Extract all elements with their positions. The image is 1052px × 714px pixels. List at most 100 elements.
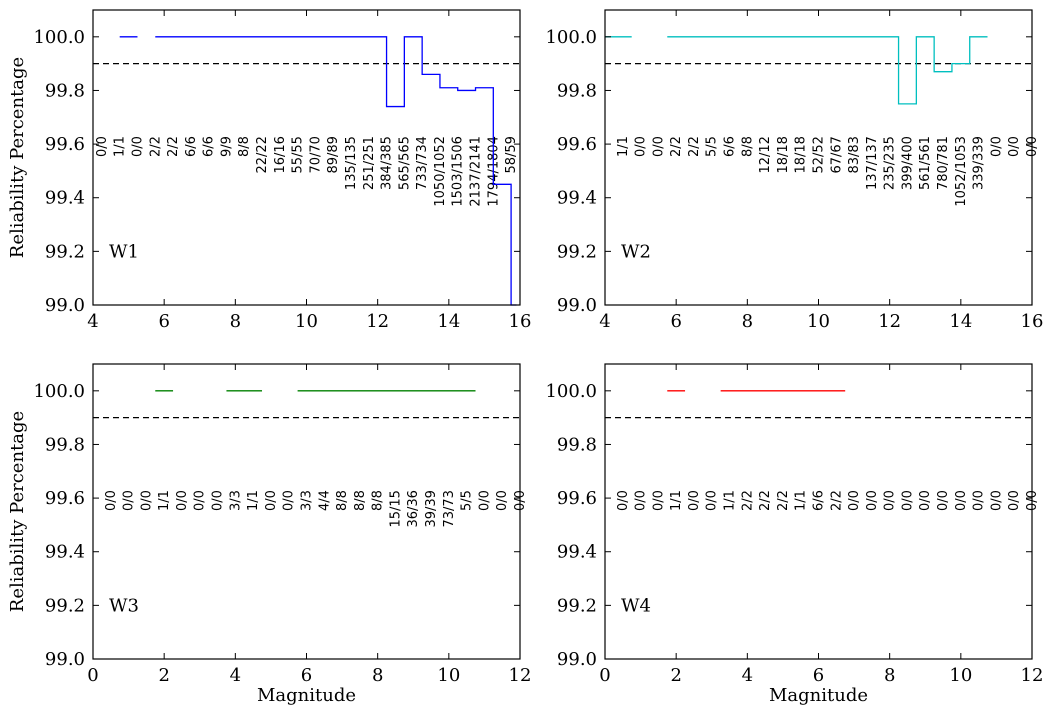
- y-tick-label: 99.0: [557, 649, 597, 670]
- x-tick-label: 14: [437, 311, 460, 332]
- y-tick-label: 99.8: [45, 80, 85, 101]
- count-label: 36/36: [406, 490, 421, 527]
- count-label: 0/0: [634, 136, 649, 157]
- count-label: 18/18: [794, 136, 809, 173]
- y-tick-label: 100.0: [33, 381, 85, 402]
- x-axis-label: Magnitude: [257, 685, 356, 706]
- count-label: 6/6: [184, 136, 199, 157]
- y-tick-label: 99.2: [45, 595, 85, 616]
- count-label: 6/6: [812, 490, 827, 511]
- count-label: 2/2: [166, 136, 181, 157]
- x-tick-label: 12: [878, 311, 901, 332]
- count-label: 384/385: [380, 136, 395, 190]
- count-label: 1/1: [794, 490, 809, 511]
- panel-w2: 1/1 0/0 0/0 2/2 2/2 5/5 6/6 8/8 12/12 18/18 18/18 5…: [545, 9, 1044, 332]
- count-label: 251/251: [362, 136, 377, 190]
- count-label: 0/0: [95, 136, 110, 157]
- y-tick-label: 99.0: [45, 649, 85, 670]
- count-label: 0/0: [104, 490, 119, 511]
- count-label: 0/0: [616, 490, 631, 511]
- x-tick-label: 10: [949, 665, 972, 686]
- count-label: 8/8: [335, 490, 350, 511]
- series-line: [155, 36, 517, 306]
- x-axis-label: Magnitude: [769, 685, 868, 706]
- count-label: 15/15: [388, 490, 403, 527]
- count-label: 2/2: [669, 136, 684, 157]
- count-label: 0/0: [264, 490, 279, 511]
- count-label: 0/0: [282, 490, 297, 511]
- y-tick-label: 99.4: [557, 542, 597, 563]
- x-tick-label: 4: [742, 665, 753, 686]
- x-tick-label: 8: [884, 665, 895, 686]
- count-label: 58/59: [504, 136, 519, 173]
- count-label: 733/734: [415, 136, 430, 190]
- y-tick-label: 99.4: [45, 542, 85, 563]
- count-label: 0/0: [175, 490, 190, 511]
- plot-area: [93, 364, 520, 659]
- count-label: 0/0: [495, 490, 510, 511]
- y-tick-label: 99.6: [557, 134, 597, 155]
- count-label: 2/2: [148, 136, 163, 157]
- y-tick-label: 100.0: [545, 27, 597, 48]
- y-tick-label: 99.0: [557, 295, 597, 316]
- y-tick-label: 99.8: [557, 434, 597, 455]
- count-label: 0/0: [936, 490, 951, 511]
- count-label: 2/2: [758, 490, 773, 511]
- panel-label: W1: [109, 241, 139, 262]
- count-label: 3/3: [228, 490, 243, 511]
- count-label: 0/0: [687, 490, 702, 511]
- count-label: 0/0: [989, 136, 1004, 157]
- x-tick-label: 0: [87, 665, 98, 686]
- count-label: 339/339: [972, 136, 987, 190]
- y-tick-label: 100.0: [33, 27, 85, 48]
- count-label: 0/0: [122, 490, 137, 511]
- count-label: 0/0: [651, 490, 666, 511]
- count-label: 0/0: [139, 490, 154, 511]
- x-tick-label: 8: [742, 311, 753, 332]
- count-label: 0/0: [193, 490, 208, 511]
- y-tick-label: 99.4: [45, 188, 85, 209]
- count-label: 1/1: [246, 490, 261, 511]
- x-tick-label: 4: [599, 311, 610, 332]
- y-tick-label: 99.2: [557, 241, 597, 262]
- count-label: 8/8: [237, 136, 252, 157]
- count-label: 4/4: [317, 490, 332, 511]
- count-label: 0/0: [883, 490, 898, 511]
- count-label: 0/0: [918, 490, 933, 511]
- count-label: 1/1: [723, 490, 738, 511]
- count-label: 5/5: [705, 136, 720, 157]
- y-tick-label: 99.6: [557, 488, 597, 509]
- x-tick-label: 16: [1021, 311, 1044, 332]
- count-label: 1/1: [157, 490, 172, 511]
- count-label: 561/561: [918, 136, 933, 190]
- x-tick-label: 6: [670, 311, 681, 332]
- x-tick-label: 8: [372, 665, 383, 686]
- count-label: 235/235: [883, 136, 898, 190]
- count-label: 1/1: [113, 136, 128, 157]
- y-tick-label: 99.8: [557, 80, 597, 101]
- count-label: 73/73: [442, 490, 457, 527]
- count-label: 2/2: [776, 490, 791, 511]
- count-label: 0/0: [1007, 136, 1022, 157]
- y-tick-label: 99.4: [557, 188, 597, 209]
- y-tick-label: 99.0: [45, 295, 85, 316]
- count-label: 16/16: [273, 136, 288, 173]
- count-label: 1050/1052: [433, 136, 448, 207]
- x-tick-label: 0: [599, 665, 610, 686]
- y-tick-label: 99.6: [45, 134, 85, 155]
- x-tick-label: 4: [230, 665, 241, 686]
- count-label: 18/18: [776, 136, 791, 173]
- count-label: 3/3: [300, 490, 315, 511]
- x-tick-label: 10: [295, 311, 318, 332]
- count-label: 0/0: [1007, 490, 1022, 511]
- x-tick-label: 14: [949, 311, 972, 332]
- count-label: 1/1: [616, 136, 631, 157]
- count-label: 0/0: [865, 490, 880, 511]
- count-label: 83/83: [847, 136, 862, 173]
- y-tick-label: 99.6: [45, 488, 85, 509]
- count-label: 8/8: [371, 490, 386, 511]
- x-tick-label: 2: [158, 665, 169, 686]
- x-tick-label: 12: [509, 665, 532, 686]
- count-label: 70/70: [308, 136, 323, 173]
- count-label: 780/781: [936, 136, 951, 190]
